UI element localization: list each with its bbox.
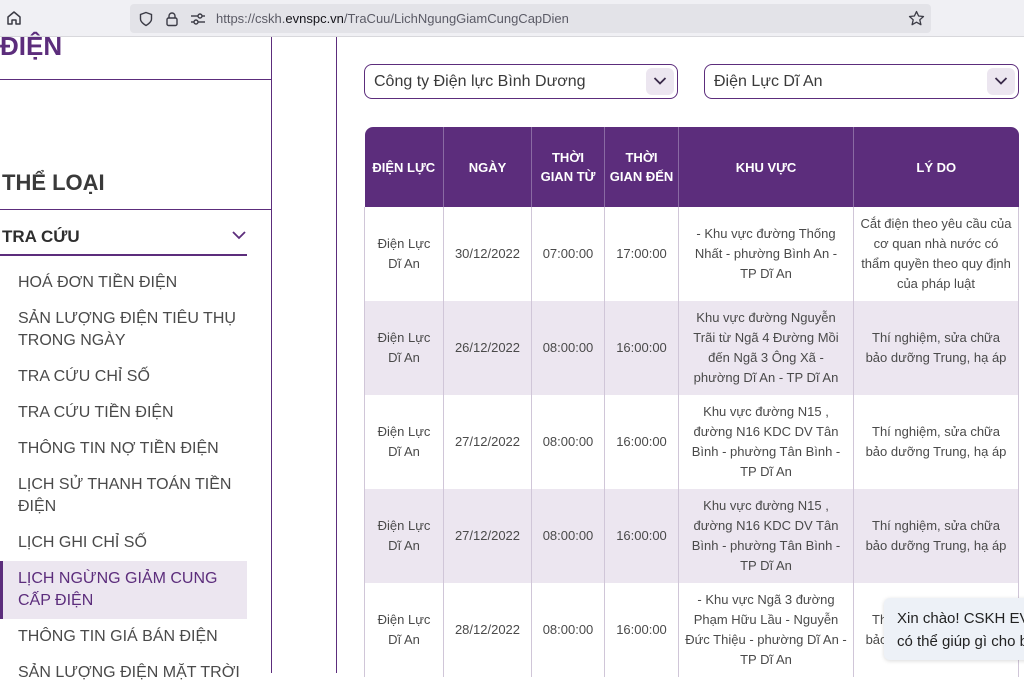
table-header-row: ĐIỆN LỰC NGÀY THỜI GIAN TỪ THỜI GIAN ĐẾN… (364, 127, 1019, 207)
table-cell: Cắt điện theo yêu cầu của cơ quan nhà nư… (853, 207, 1019, 301)
sidebar-item-thong-tin-no[interactable]: THÔNG TIN NỢ TIỀN ĐIỆN (18, 440, 219, 457)
url-text[interactable]: https://cskh.evnspc.vn/TraCuu/LichNgungG… (216, 11, 569, 26)
table-cell: 27/12/2022 (443, 489, 532, 583)
column-header: LÝ DO (853, 127, 1019, 207)
table-cell: Thí nghiệm, sửa chữa bảo dưỡng Trung, hạ… (853, 395, 1019, 489)
table-cell: 16:00:00 (604, 395, 679, 489)
shield-icon[interactable] (138, 11, 154, 32)
url-prefix: https://cskh. (216, 11, 286, 26)
chat-greeting-popup[interactable]: Xin chào! CSKH EV có thể giúp gì cho b (884, 598, 1024, 660)
sidebar-item-gia-ban-dien[interactable]: THÔNG TIN GIÁ BÁN ĐIỆN (18, 628, 218, 645)
sidebar-item-lich-ngung-giam[interactable]: LỊCH NGỪNG GIẢM CUNG CẤP ĐIỆN (0, 561, 247, 619)
table-cell: 07:00:00 (531, 207, 605, 301)
table-cell: Khu vực đường N15 , đường N16 KDC DV Tân… (678, 395, 854, 489)
table-cell: Điện Lực Dĩ An (364, 395, 444, 489)
chat-line-1: Xin chào! CSKH EV (897, 610, 1024, 627)
sidebar-item-san-luong-tieu-thu[interactable]: SẢN LƯỢNG ĐIỆN TIÊU THỤ TRONG NGÀY (18, 310, 236, 349)
brand-title: ĐIỆN (0, 31, 63, 61)
bookmark-star-icon[interactable] (908, 10, 925, 32)
table-cell: Khu vực đường N15 , đường N16 KDC DV Tân… (678, 489, 854, 583)
home-icon[interactable] (5, 9, 23, 27)
chat-line-2: có thể giúp gì cho b (897, 633, 1024, 650)
column-header: THỜI GIAN TỪ (531, 127, 605, 207)
table-cell: 28/12/2022 (443, 583, 532, 677)
sidebar-item-tra-cuu-chi-so[interactable]: TRA CỨU CHỈ SỐ (18, 368, 150, 385)
table-cell: Thí nghiệm, sửa chữa bảo dưỡng Trung, hạ… (853, 489, 1019, 583)
chevron-down-icon[interactable] (646, 68, 674, 95)
table-row: Điện Lực Dĩ An 27/12/2022 08:00:00 16:00… (364, 489, 1019, 583)
table-row: Điện Lực Dĩ An 27/12/2022 08:00:00 16:00… (364, 395, 1019, 489)
chevron-down-icon[interactable] (987, 68, 1015, 95)
table-cell: Điện Lực Dĩ An (364, 583, 444, 677)
branch-select-value: Điện Lực Dĩ An (714, 73, 823, 90)
table-cell: 26/12/2022 (443, 301, 532, 395)
table-cell: Điện Lực Dĩ An (364, 489, 444, 583)
lock-icon[interactable] (164, 11, 180, 32)
divider (0, 79, 272, 80)
sidebar-item-lich-su-thanh-toan[interactable]: LỊCH SỬ THANH TOÁN TIỀN ĐIỆN (18, 476, 232, 515)
company-select-value: Công ty Điện lực Bình Dương (374, 73, 586, 90)
column-header: THỜI GIAN ĐẾN (604, 127, 679, 207)
table-cell: 27/12/2022 (443, 395, 532, 489)
table-cell: 30/12/2022 (443, 207, 532, 301)
table-cell: 16:00:00 (604, 583, 679, 677)
sidebar-item-hoa-don[interactable]: HOÁ ĐƠN TIỀN ĐIỆN (18, 274, 178, 291)
table-row: Điện Lực Dĩ An 30/12/2022 07:00:00 17:00… (364, 207, 1019, 301)
table-cell: 16:00:00 (604, 489, 679, 583)
table-cell: 08:00:00 (531, 301, 605, 395)
table-cell: 08:00:00 (531, 395, 605, 489)
browser-toolbar: https://cskh.evnspc.vn/TraCuu/LichNgungG… (0, 0, 1024, 37)
sidebar-item-tra-cuu-tien-dien[interactable]: TRA CỨU TIỀN ĐIỆN (18, 404, 174, 421)
table-cell: 17:00:00 (604, 207, 679, 301)
company-select[interactable]: Công ty Điện lực Bình Dương (364, 64, 678, 99)
divider (0, 209, 272, 210)
section-tra-cuu[interactable]: TRA CỨU (0, 218, 247, 256)
sidebar-item-lich-ghi-chi-so[interactable]: LỊCH GHI CHỈ SỐ (18, 534, 147, 551)
table-cell: Thí nghiệm, sửa chữa bảo dưỡng Trung, hạ… (853, 301, 1019, 395)
table-cell: 16:00:00 (604, 301, 679, 395)
address-bar[interactable]: https://cskh.evnspc.vn/TraCuu/LichNgungG… (130, 4, 931, 33)
column-header: ĐIỆN LỰC (364, 127, 444, 207)
permissions-icon[interactable] (190, 12, 206, 31)
sidebar-item-dien-mat-troi[interactable]: SẢN LƯỢNG ĐIỆN MẶT TRỜI (18, 664, 240, 681)
table-cell: - Khu vực đường Thống Nhất - phường Bình… (678, 207, 854, 301)
column-header: NGÀY (443, 127, 532, 207)
table-cell: Điện Lực Dĩ An (364, 207, 444, 301)
table-cell: - Khu vực Ngã 3 đường Phạm Hữu Lầu - Ngu… (678, 583, 854, 677)
chevron-down-icon[interactable] (231, 228, 247, 246)
section-label: TRA CỨU (2, 227, 80, 246)
url-host: evnspc.vn (285, 11, 344, 26)
category-title: THỂ LOẠI (2, 170, 105, 195)
table-cell: 08:00:00 (531, 489, 605, 583)
table-row: Điện Lực Dĩ An 26/12/2022 08:00:00 16:00… (364, 301, 1019, 395)
column-header: KHU VỰC (678, 127, 854, 207)
sidebar: ĐIỆN THỂ LOẠI TRA CỨU HOÁ ĐƠN TIỀN ĐIỆN … (0, 31, 272, 681)
branch-select[interactable]: Điện Lực Dĩ An (704, 64, 1019, 99)
table-cell: Khu vực đường Nguyễn Trãi từ Ngã 4 Đường… (678, 301, 854, 395)
outage-schedule-table: ĐIỆN LỰC NGÀY THỜI GIAN TỪ THỜI GIAN ĐẾN… (364, 127, 1019, 677)
url-path: /TraCuu/LichNgungGiamCungCapDien (343, 11, 569, 26)
table-cell: Điện Lực Dĩ An (364, 301, 444, 395)
sidebar-menu: HOÁ ĐƠN TIỀN ĐIỆN SẢN LƯỢNG ĐIỆN TIÊU TH… (0, 265, 247, 691)
content-divider (336, 37, 337, 673)
table-cell: 08:00:00 (531, 583, 605, 677)
